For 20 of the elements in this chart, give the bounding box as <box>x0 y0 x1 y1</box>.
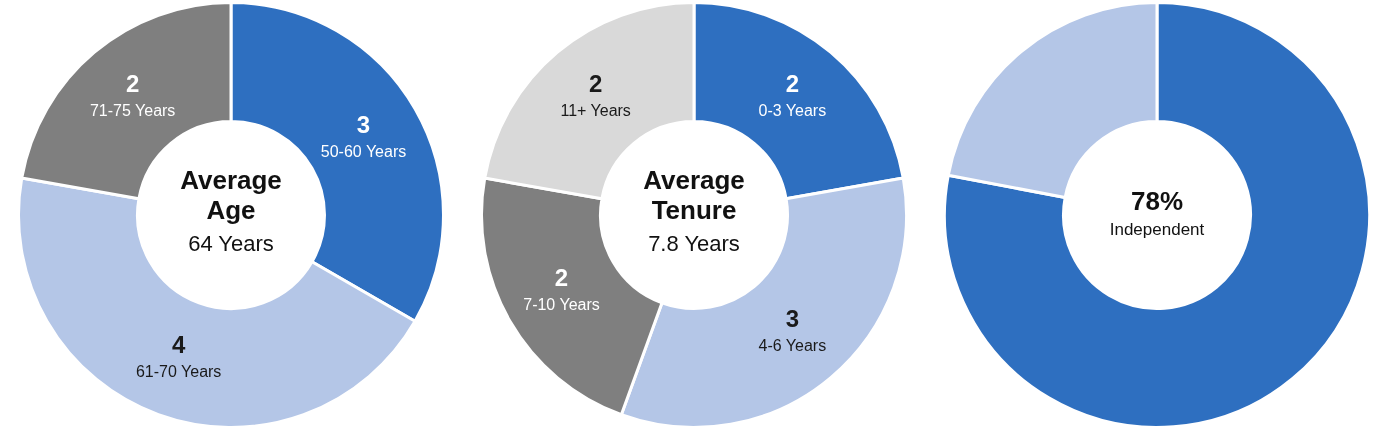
slice-label: 4-6 Years <box>758 336 827 354</box>
data-label: 3 <box>785 304 800 332</box>
slice-label: 50-60 Years <box>320 142 407 160</box>
slice-label: 11+ Years <box>560 102 631 120</box>
slice-label: 7-10 Years <box>523 295 600 313</box>
data-label: 2 <box>554 264 569 292</box>
text: Independent <box>1109 219 1205 239</box>
data-label: 3 <box>356 111 371 139</box>
data-label: 2 <box>785 70 800 98</box>
slice-label: 71-75 Years <box>89 102 176 120</box>
data-label: 2 <box>125 70 140 98</box>
text: Average Age <box>180 165 282 226</box>
text: Average Tenure <box>643 165 745 226</box>
slice-label: 61-70 Years <box>135 363 222 381</box>
text: 78% <box>1130 186 1184 217</box>
text: 64 Years <box>188 231 274 257</box>
data-label: 2 <box>588 70 603 98</box>
data-label: 4 <box>171 331 186 359</box>
text: 7.8 Years <box>648 231 740 257</box>
slice-label: 0-3 Years <box>758 102 827 120</box>
